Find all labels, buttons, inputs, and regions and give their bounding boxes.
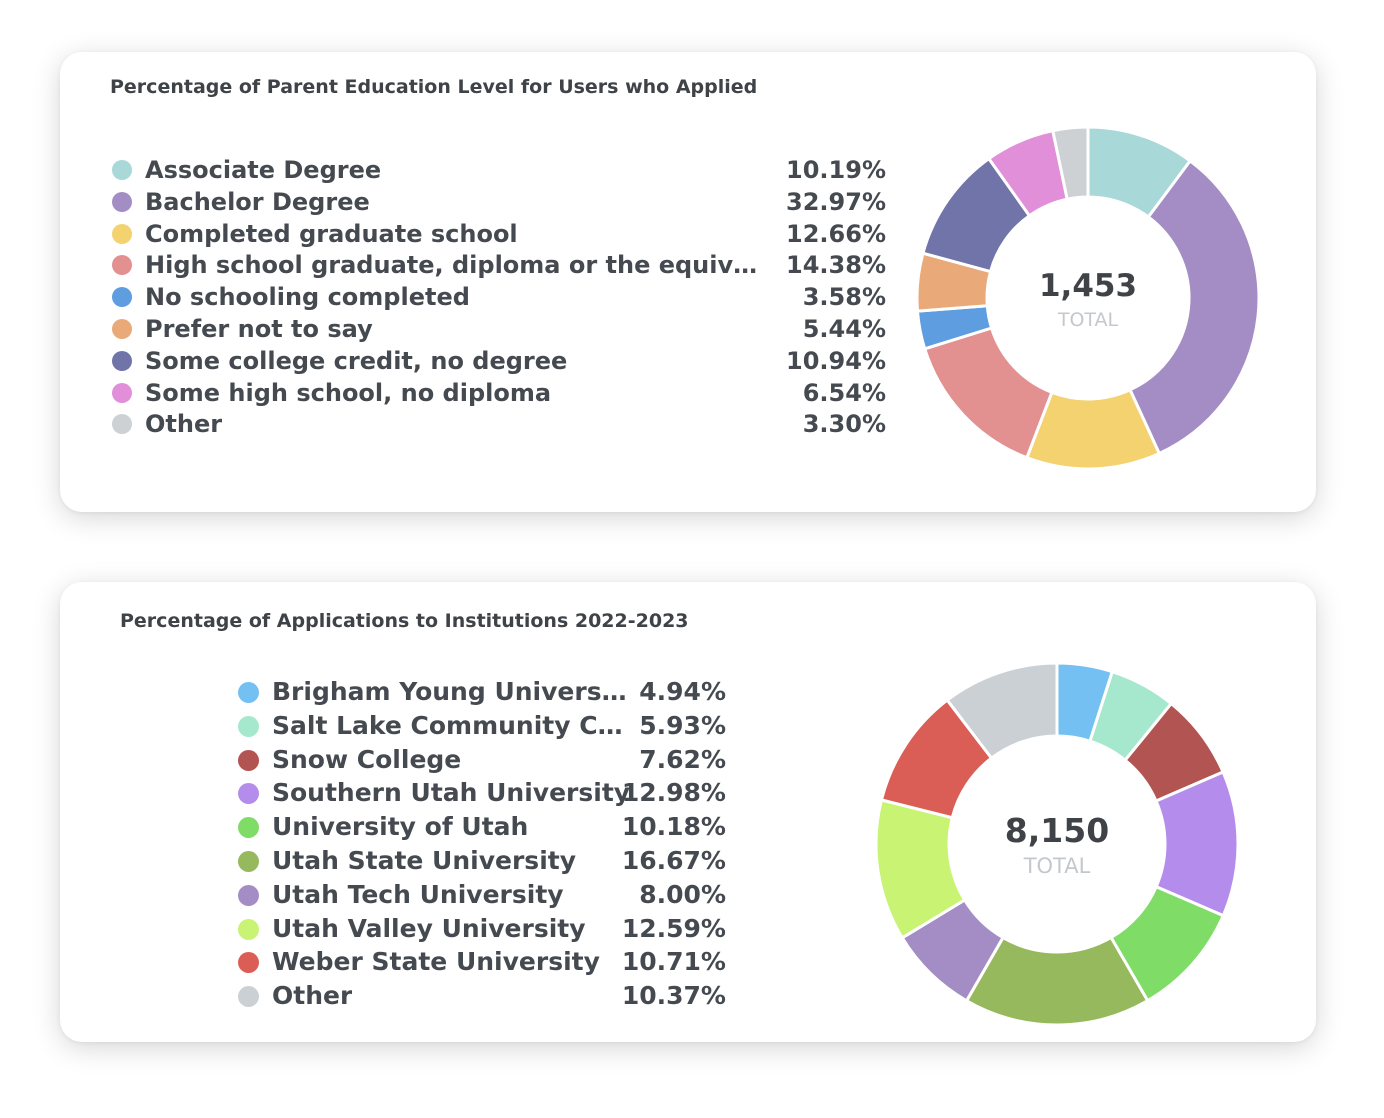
- legend-item-weber-state-university[interactable]: Weber State University 10.71%: [238, 945, 726, 979]
- legend-swatch: [238, 715, 259, 737]
- legend-item-snow-college[interactable]: Snow College 7.62%: [238, 743, 726, 777]
- legend-item-salt-lake-community-college[interactable]: Salt Lake Community College5.93%: [238, 709, 726, 743]
- legend-item-utah-valley-university[interactable]: Utah Valley University 12.59%: [238, 912, 726, 946]
- slice-other[interactable]: [1051, 126, 1090, 201]
- legend-item-some-high-school-no-diploma[interactable]: Some high school, no diploma 6.54%: [112, 377, 886, 409]
- legend-item-southern-utah-university[interactable]: Southern Utah University 12.98%: [238, 776, 726, 810]
- legend-value: 12.98%: [621, 778, 726, 808]
- legend-value: 10.19%: [786, 156, 886, 184]
- legend-value: 10.18%: [621, 812, 726, 842]
- donut-chart: 1,453 TOTAL: [916, 126, 1260, 470]
- legend-value: 8.00%: [639, 879, 726, 909]
- legend-swatch: [112, 318, 132, 339]
- legend-swatch: [112, 414, 132, 435]
- legend-swatch: [238, 850, 259, 872]
- legend-swatch: [238, 682, 259, 703]
- legend-value: 12.66%: [786, 219, 886, 248]
- legend-value: 7.62%: [639, 744, 726, 774]
- legend-item-other[interactable]: Other 10.37%: [238, 979, 726, 1013]
- legend-label: Bachelor Degree: [145, 187, 370, 216]
- chart-legend: Brigham Young University 4.94% Salt Lake C…: [238, 675, 726, 1013]
- total-value: 8,150: [1005, 811, 1109, 850]
- legend-swatch: [112, 191, 132, 212]
- legend-label: Prefer not to say: [145, 314, 373, 343]
- slice-bachelor-degree[interactable]: [1128, 159, 1260, 455]
- legend-value: 10.71%: [621, 947, 726, 977]
- legend-value: 3.30%: [802, 410, 886, 439]
- legend-value: 10.94%: [786, 346, 886, 375]
- legend-item-completed-graduate-school[interactable]: Completed graduate school 12.66%: [112, 218, 886, 250]
- legend-value: 4.94%: [639, 677, 726, 706]
- legend-value: 5.44%: [802, 314, 886, 343]
- legend-label: Brigham Young University: [272, 677, 632, 706]
- legend-swatch: [112, 382, 132, 403]
- legend-label: Utah Valley University: [272, 913, 586, 943]
- legend-item-university-of-utah[interactable]: University of Utah 10.18%: [238, 810, 726, 844]
- legend-item-no-schooling-completed[interactable]: No schooling completed 3.58%: [112, 281, 886, 313]
- legend-label: University of Utah: [272, 812, 529, 842]
- total-label: TOTAL: [1057, 309, 1119, 331]
- legend-item-high-school-graduate-diploma-or-the-equivalent-for-e[interactable]: High school graduate, diploma or the equ…: [112, 249, 886, 281]
- total-value: 1,453: [1039, 268, 1137, 304]
- legend-label: High school graduate, diploma or the equ…: [145, 251, 773, 280]
- slice-other[interactable]: [945, 662, 1059, 760]
- legend-label: Some high school, no diploma: [145, 378, 552, 407]
- legend-value: 3.58%: [802, 283, 886, 312]
- legend-swatch: [238, 952, 259, 974]
- legend-swatch: [238, 986, 259, 1008]
- legend-value: 14.38%: [786, 251, 886, 280]
- legend-value: 12.59%: [621, 913, 726, 943]
- institutions-chart-card: Percentage of Applications to Institutio…: [60, 582, 1316, 1042]
- legend-swatch: [112, 160, 132, 180]
- legend-value: 10.37%: [621, 981, 726, 1011]
- legend-label: Salt Lake Community College: [272, 710, 632, 740]
- education-chart-card: Percentage of Parent Education Level for…: [60, 52, 1316, 512]
- legend-item-bachelor-degree[interactable]: Bachelor Degree 32.97%: [112, 186, 886, 218]
- legend-swatch: [238, 918, 259, 940]
- legend-label: Snow College: [272, 744, 462, 774]
- legend-label: Completed graduate school: [145, 219, 518, 248]
- legend-value: 6.54%: [802, 378, 886, 407]
- legend-label: Other: [272, 981, 353, 1011]
- legend-label: Weber State University: [272, 947, 600, 977]
- chart-title: Percentage of Parent Education Level for…: [110, 76, 758, 98]
- legend-label: Utah Tech University: [272, 879, 564, 909]
- total-label: TOTAL: [1023, 854, 1091, 878]
- donut-chart: 8,150 TOTAL: [875, 662, 1239, 1026]
- legend-item-other[interactable]: Other 3.30%: [112, 408, 886, 440]
- legend-item-brigham-young-university[interactable]: Brigham Young University 4.94%: [238, 675, 726, 709]
- legend-swatch: [112, 223, 132, 244]
- legend-item-utah-state-university[interactable]: Utah State University 16.67%: [238, 844, 726, 878]
- chart-title: Percentage of Applications to Institutio…: [120, 610, 689, 632]
- legend-label: Other: [145, 410, 223, 439]
- legend-value: 32.97%: [786, 187, 886, 216]
- legend-item-prefer-not-to-say[interactable]: Prefer not to say 5.44%: [112, 313, 886, 345]
- legend-value: 5.93%: [639, 710, 726, 740]
- legend-swatch: [112, 287, 132, 308]
- legend-label: Southern Utah University: [272, 778, 631, 808]
- legend-swatch: [238, 817, 259, 839]
- legend-label: Utah State University: [272, 845, 577, 875]
- legend-label: Associate Degree: [145, 156, 382, 184]
- legend-item-utah-tech-university[interactable]: Utah Tech University 8.00%: [238, 878, 726, 912]
- legend-item-some-college-credit-no-degree[interactable]: Some college credit, no degree 10.94%: [112, 345, 886, 377]
- legend-item-associate-degree[interactable]: Associate Degree 10.19%: [112, 154, 886, 186]
- slice-high-school-graduate-diploma-or-the-equivalent-for-e[interactable]: [923, 326, 1054, 460]
- legend-swatch: [112, 255, 132, 276]
- legend-swatch: [112, 350, 132, 371]
- legend-swatch: [238, 783, 259, 805]
- legend-value: 16.67%: [621, 845, 726, 875]
- legend-swatch: [238, 749, 259, 771]
- legend-label: No schooling completed: [145, 283, 470, 312]
- chart-legend: Associate Degree 10.19% Bachelor Degree 32.…: [112, 154, 886, 440]
- legend-label: Some college credit, no degree: [145, 346, 568, 375]
- legend-swatch: [238, 884, 259, 906]
